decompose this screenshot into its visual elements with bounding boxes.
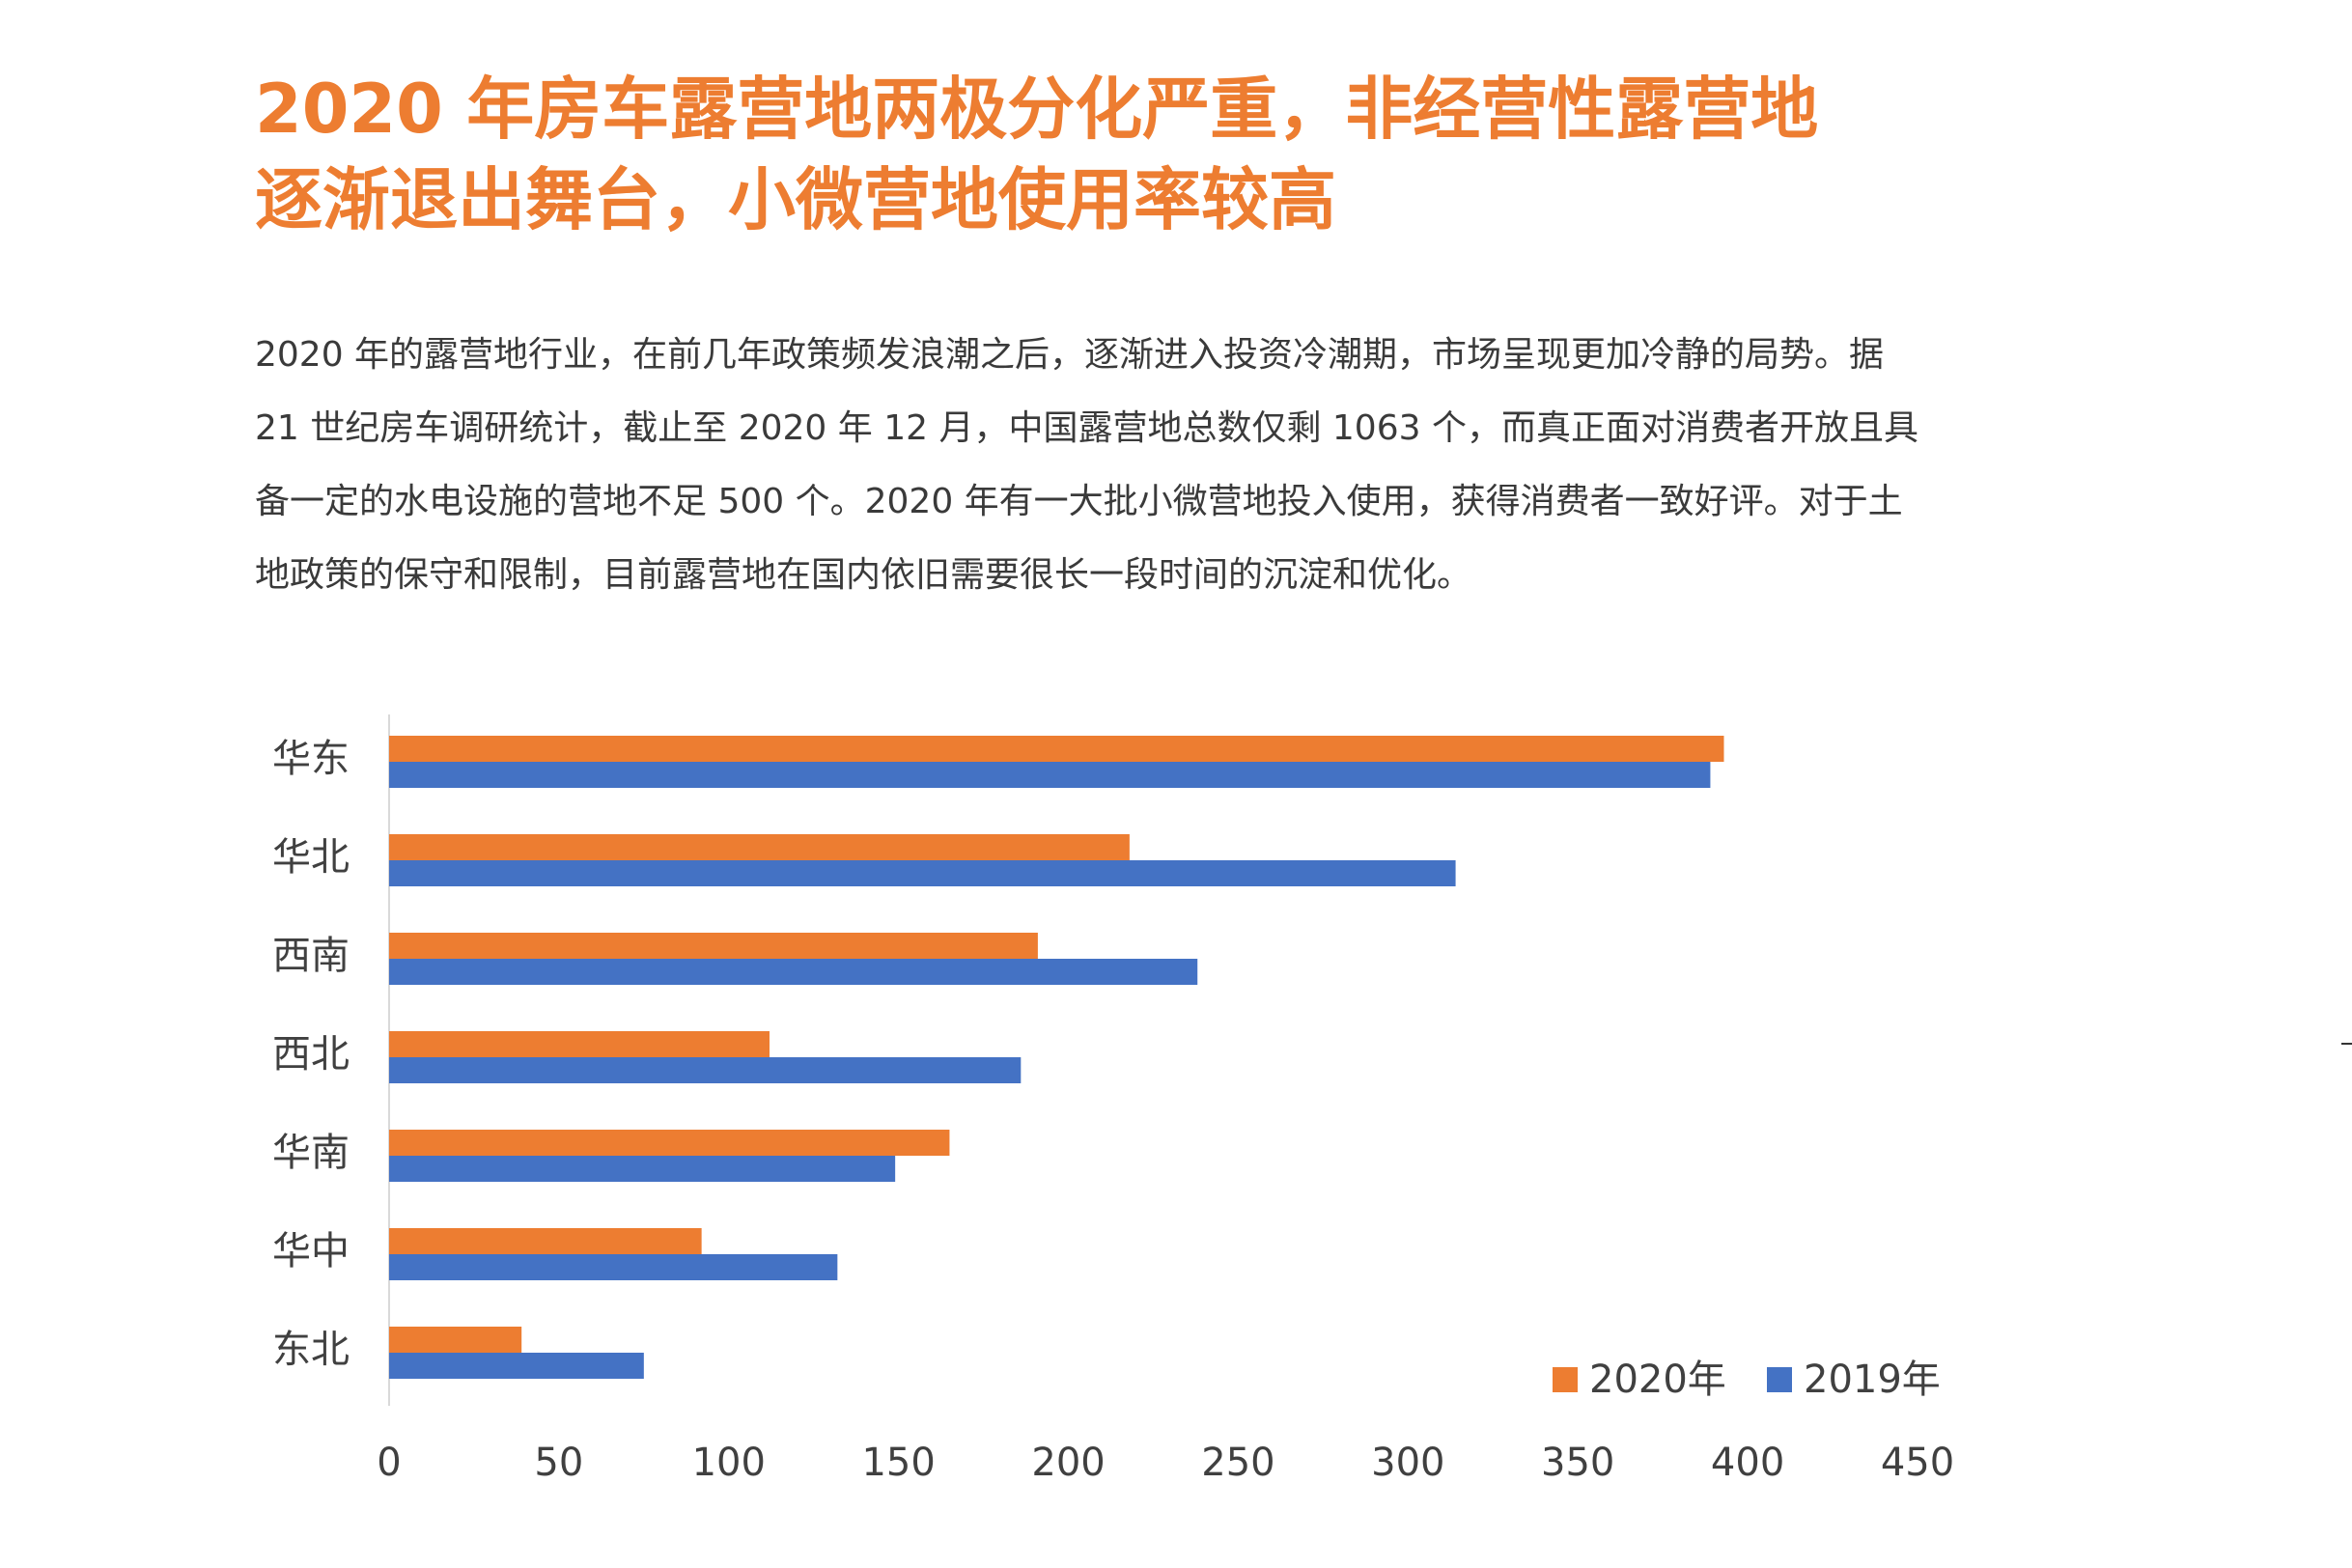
x-tick-label: 150 <box>861 1441 935 1485</box>
x-tick-label: 50 <box>534 1441 583 1485</box>
x-tick-label: 100 <box>692 1441 766 1485</box>
intro-line-1: 2020 年的露营地行业，在前几年政策频发浪潮之后，逐渐进入投资冷潮期，市场呈现… <box>255 335 1885 375</box>
legend-swatch-2019 <box>1767 1367 1792 1392</box>
x-tick-label: 400 <box>1711 1441 1784 1485</box>
bar-2020 <box>389 736 1724 762</box>
category-label: 西北 <box>272 1032 350 1077</box>
x-tick-label: 300 <box>1371 1441 1444 1485</box>
bar-2019 <box>389 1156 896 1182</box>
x-tick-label: 450 <box>1881 1441 1954 1485</box>
category-label: 华中 <box>272 1229 350 1274</box>
category-label: 华东 <box>272 737 350 781</box>
intro-line-4: 地政策的保守和限制，目前露营地在国内依旧需要很长一段时间的沉淀和优化。 <box>255 555 1472 595</box>
intro-line-3: 备一定的水电设施的营地不足 500 个。2020 年有一大批小微营地投入使用，获… <box>255 482 1903 521</box>
legend-label: 2020年 <box>1589 1358 1726 1402</box>
category-label: 华南 <box>272 1131 350 1175</box>
bar-2020 <box>389 1031 770 1057</box>
title-line-1: 2020 年房车露营地两极分化严重，非经营性露营地 <box>255 70 1819 149</box>
bar-2019 <box>389 762 1711 788</box>
x-tick-label: 250 <box>1201 1441 1274 1485</box>
bar-2020 <box>389 1130 950 1156</box>
x-tick-label: 200 <box>1031 1441 1105 1485</box>
category-label: 华北 <box>272 835 350 880</box>
page-title: 2020 年房车露营地两极分化严重，非经营性露营地 逐渐退出舞台，小微营地使用率… <box>255 64 2012 245</box>
x-tick-label: 350 <box>1541 1441 1614 1485</box>
bar-2020 <box>389 1327 522 1353</box>
legend-label: 2019年 <box>1804 1358 1941 1402</box>
x-tick-label: 0 <box>377 1441 401 1485</box>
bar-2020 <box>389 933 1038 959</box>
bar-2019 <box>389 860 1456 886</box>
bar-2019 <box>389 1254 838 1280</box>
category-label: 东北 <box>272 1328 350 1372</box>
bar-2020 <box>389 1228 702 1254</box>
edge-mark <box>2341 1043 2352 1045</box>
title-line-2: 逐渐退出舞台，小微营地使用率较高 <box>255 160 1336 239</box>
category-label: 西南 <box>272 934 350 978</box>
bar-2019 <box>389 1353 644 1379</box>
legend-swatch-2020 <box>1553 1367 1578 1392</box>
intro-line-2: 21 世纪房车调研统计，截止至 2020 年 12 月，中国露营地总数仅剩 10… <box>255 408 1918 448</box>
bar-2020 <box>389 834 1130 860</box>
bar-2019 <box>389 1057 1022 1083</box>
bar-2019 <box>389 959 1198 985</box>
intro-paragraph: 2020 年的露营地行业，在前几年政策频发浪潮之后，逐渐进入投资冷潮期，市场呈现… <box>255 319 1974 612</box>
